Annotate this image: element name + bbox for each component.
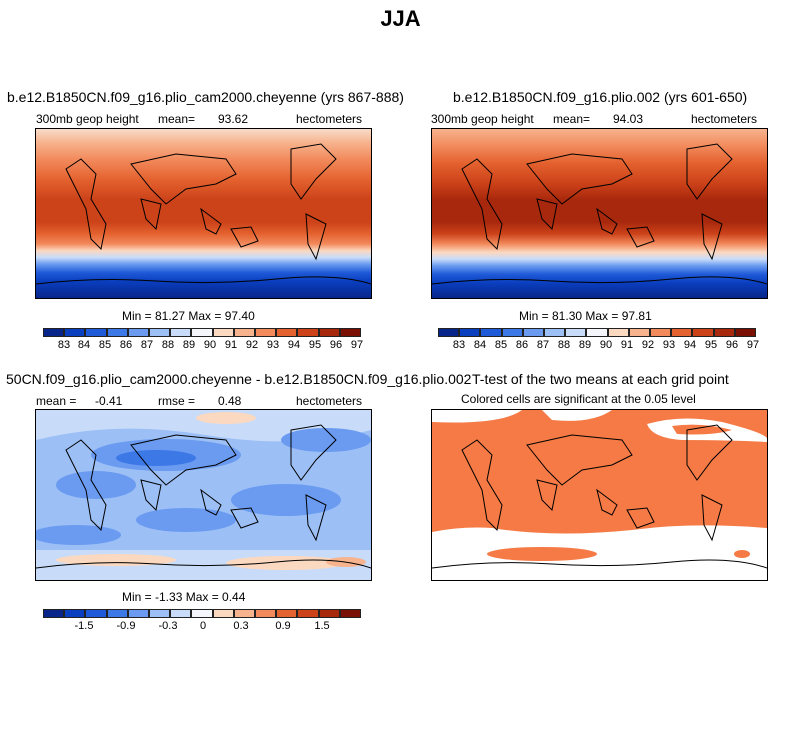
panel2-tick: 97 (746, 339, 760, 351)
panel2-tick: 94 (683, 339, 697, 351)
panel1-field (36, 129, 371, 298)
panel3-field (36, 410, 371, 580)
panel2-tick: 96 (725, 339, 739, 351)
panel2-colorbar (438, 328, 757, 337)
coastlines-icon (36, 143, 371, 285)
panel1-tick: 91 (224, 339, 238, 351)
panel3-title: 50CN.f09_g16.plio_cam2000.cheyenne - b.e… (6, 371, 472, 387)
panel3-tick: -0.9 (116, 620, 136, 632)
panel2-tick: 87 (536, 339, 550, 351)
panel2-min-max: Min = 81.30 Max = 97.81 (519, 309, 652, 323)
panel2-variable: 300mb geop height (431, 112, 534, 126)
panel1-tick: 95 (308, 339, 322, 351)
panel3-tick: -1.5 (74, 620, 94, 632)
panel2-tick: 89 (578, 339, 592, 351)
panel2-units: hectometers (691, 112, 758, 126)
panel2-tick: 86 (515, 339, 529, 351)
panel3-tick: 0.3 (233, 620, 249, 632)
panel1-tick: 87 (140, 339, 154, 351)
panel3-rmse-value: 0.48 (218, 394, 242, 408)
panel1-tick: 93 (266, 339, 280, 351)
panel3-tick: 0.9 (275, 620, 291, 632)
panel2-title: b.e12.B1850CN.f09_g16.plio.002 (yrs 601-… (453, 89, 748, 105)
figure-title: JJA (380, 6, 421, 31)
panel3-min-max: Min = -1.33 Max = 0.44 (122, 590, 246, 604)
panel4-subtitle: Colored cells are significant at the 0.0… (461, 392, 696, 406)
panel2-tick: 90 (599, 339, 613, 351)
panel4-field (432, 410, 767, 580)
panel4-title: T-test of the two means at each grid poi… (472, 371, 729, 387)
panel3-colorbar (43, 609, 362, 618)
panel1-tick: 88 (161, 339, 175, 351)
panel1-tick: 92 (245, 339, 259, 351)
panel1-map (35, 128, 372, 299)
panel1-tick: 96 (329, 339, 343, 351)
panel3-map (35, 409, 372, 581)
panel2-tick: 83 (452, 339, 466, 351)
panel2-tick: 92 (641, 339, 655, 351)
panel1-tick: 97 (350, 339, 364, 351)
panel1-tick: 84 (77, 339, 91, 351)
panel1-tick: 89 (182, 339, 196, 351)
panel2-tick: 88 (557, 339, 571, 351)
panel2-tick: 93 (662, 339, 676, 351)
panel1-tick: 86 (119, 339, 133, 351)
coastlines-icon (432, 424, 767, 569)
panel3-units: hectometers (296, 394, 363, 408)
panel1-tick: 94 (287, 339, 301, 351)
panel1-colorbar (43, 328, 362, 337)
panel2-map (431, 128, 768, 299)
coastlines-icon (432, 143, 767, 285)
panel2-tick: 84 (473, 339, 487, 351)
panel1-min-max: Min = 81.27 Max = 97.40 (122, 309, 255, 323)
panel2-mean-label: mean= (553, 112, 591, 126)
panel3-mean-label: mean = (36, 394, 77, 408)
panel4-map (431, 409, 768, 581)
panel2-tick: 85 (494, 339, 508, 351)
panel2-tick: 95 (704, 339, 718, 351)
panel3-mean-value: -0.41 (95, 394, 123, 408)
panel3-tick: 0 (199, 620, 207, 632)
coastlines-icon (36, 424, 371, 569)
panel2-mean-value: 94.03 (613, 112, 644, 126)
panel1-mean-value: 93.62 (218, 112, 249, 126)
panel3-tick: 1.5 (314, 620, 330, 632)
panel1-mean-label: mean= (158, 112, 196, 126)
panel2-tick: 91 (620, 339, 634, 351)
panel1-tick: 90 (203, 339, 217, 351)
panel1-units: hectometers (296, 112, 363, 126)
panel3-tick: -0.3 (158, 620, 178, 632)
panel1-variable: 300mb geop height (36, 112, 139, 126)
panel3-rmse-label: rmse = (158, 394, 196, 408)
panel2-field (432, 129, 767, 298)
panel1-tick: 83 (57, 339, 71, 351)
panel1-title: b.e12.B1850CN.f09_g16.plio_cam2000.cheye… (7, 89, 404, 105)
panel1-tick: 85 (98, 339, 112, 351)
